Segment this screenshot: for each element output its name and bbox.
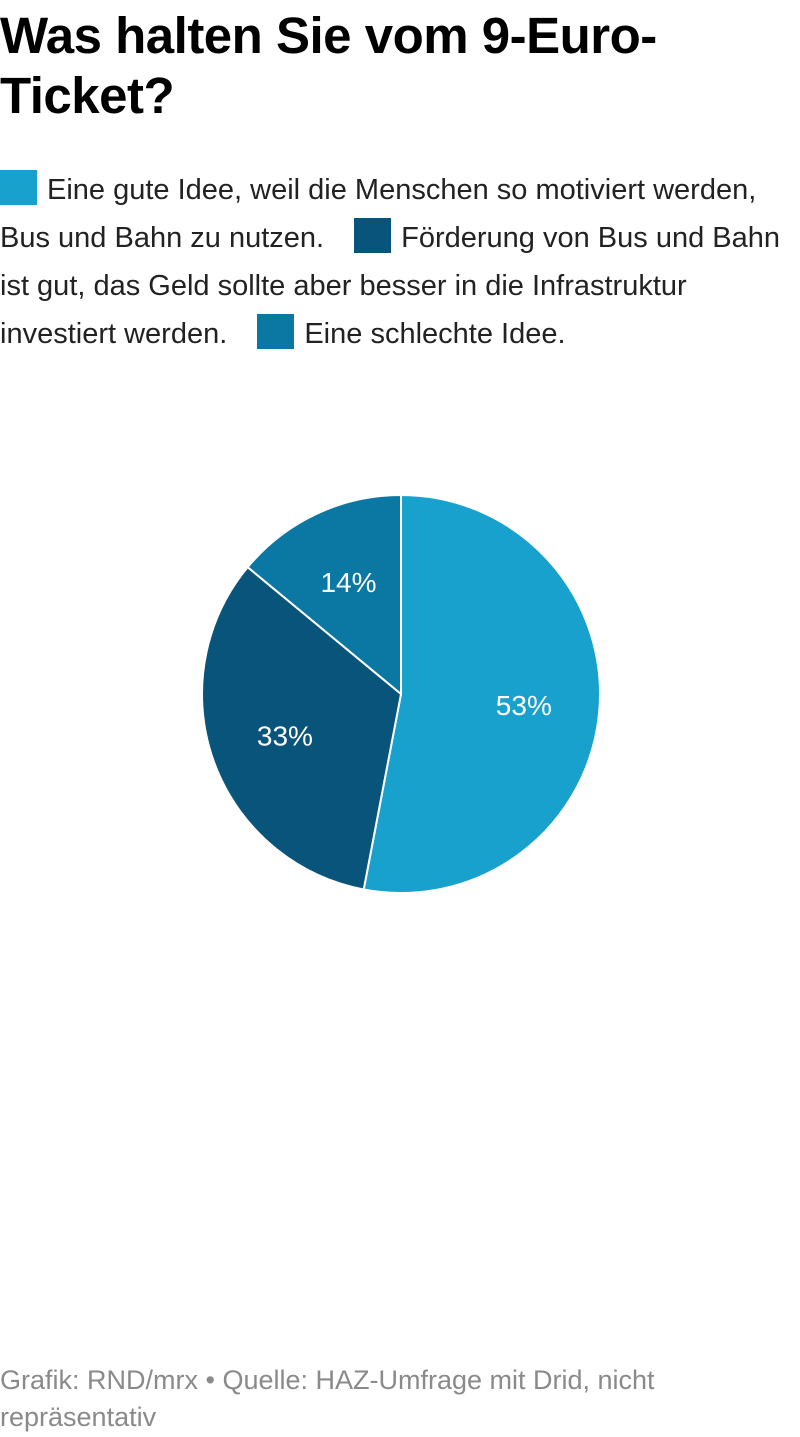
source-footer: Grafik: RND/mrx • Quelle: HAZ-Umfrage mi… [0,1365,655,1432]
chart-title: Was halten Sie vom 9-Euro-Ticket? [0,7,657,124]
legend-item-gute-idee: Eine gute Idee, weil die Menschen so mot… [0,170,757,254]
pie-slice-2 [246,494,402,695]
pie-slice-label-2: 14% [320,567,376,598]
pie-slice-label-0: 53% [496,690,552,721]
legend-swatch-foerderung [354,218,392,253]
legend-label-foerderung: Förderung von Bus und Bahn ist gut, das … [0,222,781,350]
pie-slice-label-1: 33% [257,720,313,751]
pie-slice-0 [362,494,601,894]
pie-chart: 53% 33% 14% [201,494,601,894]
legend-label-schlechte-idee: Eine schlechte Idee. [304,318,566,350]
legend-item-schlechte-idee: Eine schlechte Idee. [257,314,566,350]
pie-chart-area: 53% 33% 14% [0,470,800,920]
legend-swatch-gute-idee [0,170,37,205]
legend-item-foerderung: Förderung von Bus und Bahn ist gut, das … [0,218,781,350]
pie-slice-1 [201,566,402,891]
legend-swatch-schlechte-idee [257,314,295,349]
chart-legend: Eine gute Idee, weil die Menschen so mot… [0,166,790,358]
legend-label-gute-idee: Eine gute Idee, weil die Menschen so mot… [0,174,757,254]
